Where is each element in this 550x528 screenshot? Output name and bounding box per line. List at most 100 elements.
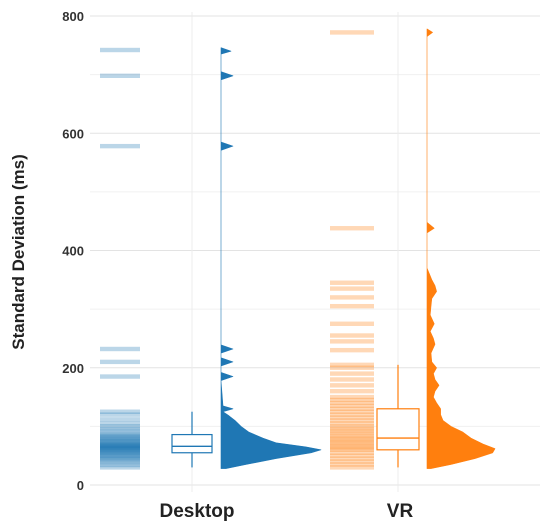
rain-strip bbox=[330, 447, 374, 453]
rain-strip bbox=[330, 409, 374, 414]
rain-strip bbox=[330, 389, 374, 394]
y-axis-title: Standard Deviation (ms) bbox=[9, 154, 28, 350]
rain-strip bbox=[330, 400, 374, 406]
rain-strip bbox=[100, 424, 140, 429]
rain-strip bbox=[330, 453, 374, 458]
rain-strip bbox=[330, 333, 374, 338]
rain-strip bbox=[100, 428, 140, 434]
rain-strip bbox=[330, 433, 374, 438]
x-category-label: VR bbox=[387, 501, 414, 522]
rain-strip bbox=[100, 435, 140, 440]
grid-lines bbox=[90, 12, 540, 492]
rain-strip bbox=[100, 431, 140, 436]
rain-strip bbox=[100, 465, 140, 470]
rain-strip bbox=[330, 365, 374, 370]
rain-strip bbox=[100, 438, 140, 444]
rain-strip bbox=[330, 431, 374, 436]
box bbox=[376, 408, 420, 451]
rain-strip bbox=[330, 347, 374, 353]
rain-strip bbox=[100, 434, 140, 439]
y-tick-label: 400 bbox=[62, 244, 84, 259]
rain-strip bbox=[330, 418, 374, 423]
rain-strip bbox=[330, 435, 374, 441]
rain-strip bbox=[100, 417, 140, 422]
rain-strip bbox=[330, 426, 374, 431]
x-category-label: Desktop bbox=[160, 501, 235, 522]
rain-strip bbox=[100, 449, 140, 454]
rain-strip bbox=[330, 441, 374, 447]
y-tick-label: 200 bbox=[62, 361, 84, 376]
density-clouds bbox=[220, 28, 496, 469]
rain-strip bbox=[100, 359, 140, 365]
rain-strip bbox=[330, 424, 374, 429]
rain-strip bbox=[100, 439, 140, 444]
rain-strip bbox=[100, 426, 140, 431]
rain-strip bbox=[100, 457, 140, 462]
rain-strip bbox=[330, 397, 374, 403]
rain-strip bbox=[100, 442, 140, 448]
rain-strip bbox=[330, 465, 374, 470]
rain-strip bbox=[100, 143, 140, 149]
rain-strip bbox=[330, 226, 374, 231]
rain-strip bbox=[100, 443, 140, 448]
rain-strip bbox=[100, 441, 140, 447]
rain-strip bbox=[100, 455, 140, 461]
rain-strip bbox=[330, 459, 374, 464]
y-tick-labels: 0 200 400 600 800 bbox=[62, 9, 84, 493]
rain-strip bbox=[330, 383, 374, 388]
rain-strip bbox=[100, 444, 140, 450]
rain-strip bbox=[330, 406, 374, 411]
rain-strip bbox=[330, 445, 374, 451]
rain-strip bbox=[100, 73, 140, 78]
rain-strip bbox=[100, 460, 140, 465]
y-tick-label: 600 bbox=[62, 126, 84, 141]
rain-strip bbox=[330, 456, 374, 461]
rain-strip bbox=[330, 394, 374, 400]
rain-strip bbox=[100, 421, 140, 426]
rain-strip bbox=[100, 452, 140, 457]
y-tick-label: 800 bbox=[62, 9, 84, 24]
rain-strip bbox=[330, 428, 374, 434]
rain-strip bbox=[100, 453, 140, 458]
rain-strip bbox=[100, 437, 140, 443]
rain-strip bbox=[100, 447, 140, 452]
rain-strip bbox=[100, 47, 140, 53]
rain-strip bbox=[100, 450, 140, 455]
rain-strip bbox=[100, 458, 140, 464]
category-labels: Desktop VR bbox=[160, 501, 414, 522]
rain-strip bbox=[100, 445, 140, 451]
rain-strip bbox=[100, 448, 140, 454]
rain-strip bbox=[100, 432, 140, 438]
rain-strip bbox=[330, 30, 374, 35]
rain-strip bbox=[100, 462, 140, 468]
density-cloud bbox=[220, 47, 322, 469]
rain-strip bbox=[330, 412, 374, 417]
rain-strip bbox=[100, 346, 140, 352]
rain-strip bbox=[330, 403, 374, 409]
rain-strip bbox=[330, 339, 374, 344]
rain-strip bbox=[100, 440, 140, 445]
rain-strip bbox=[330, 440, 374, 445]
rain-strips bbox=[100, 30, 374, 470]
density-cloud bbox=[426, 28, 496, 469]
rain-strip bbox=[330, 371, 374, 376]
rain-strip bbox=[100, 412, 140, 417]
box-plots bbox=[171, 364, 420, 468]
rain-strip bbox=[330, 362, 374, 368]
rain-strip bbox=[330, 286, 374, 291]
rain-strip bbox=[330, 321, 374, 326]
rain-strip bbox=[100, 444, 140, 449]
rain-strip bbox=[330, 295, 374, 300]
box bbox=[171, 433, 213, 454]
rain-strip bbox=[100, 445, 140, 450]
rain-strip bbox=[330, 421, 374, 426]
rain-strip bbox=[330, 450, 374, 455]
rain-strip bbox=[100, 409, 140, 414]
rain-strip bbox=[330, 462, 374, 467]
rain-strip bbox=[100, 442, 140, 447]
rain-strip bbox=[100, 454, 140, 460]
rain-strip bbox=[100, 436, 140, 441]
rain-strip bbox=[330, 280, 374, 285]
rain-strip bbox=[330, 303, 374, 309]
y-tick-label: 0 bbox=[77, 478, 84, 493]
